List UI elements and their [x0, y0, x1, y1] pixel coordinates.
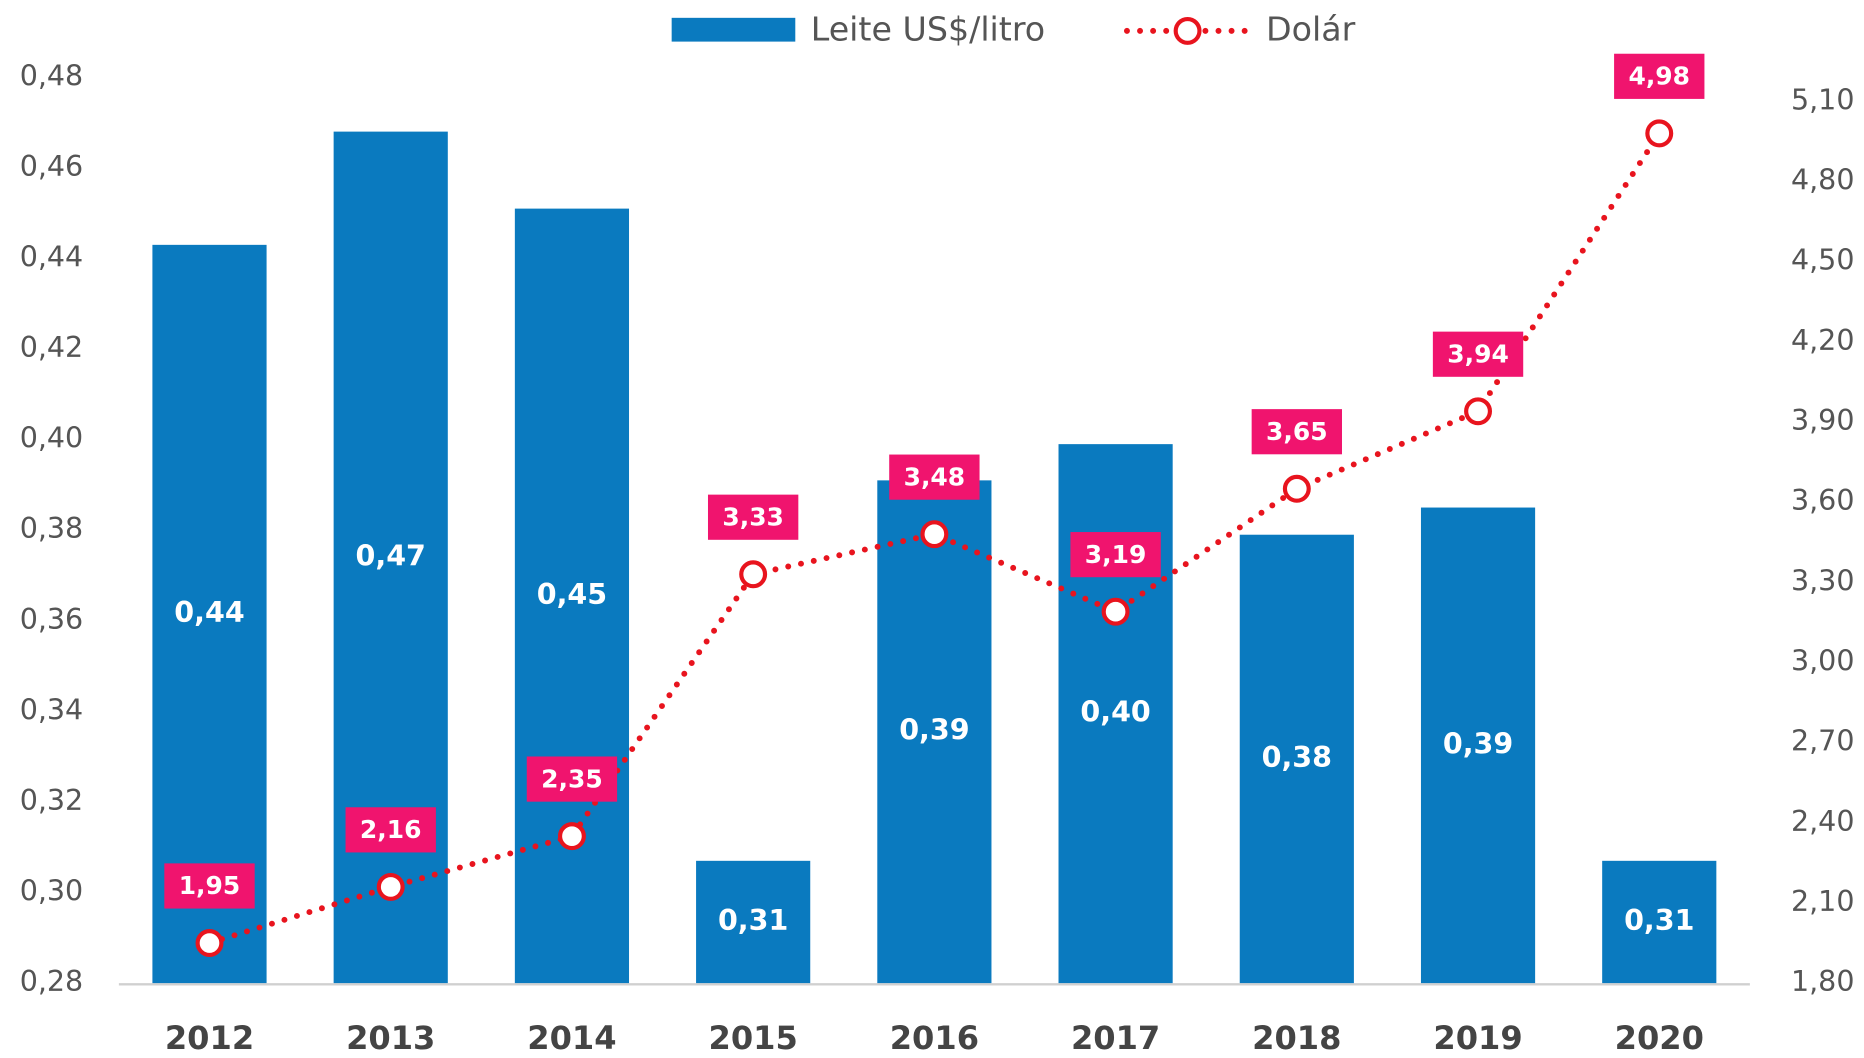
- data-label: 3,33: [722, 502, 784, 531]
- x-tick-label: 2017: [1071, 1019, 1160, 1057]
- y-tick-label: 0,46: [20, 150, 84, 183]
- x-tick-label: 2012: [165, 1019, 254, 1057]
- x-tick-label: 2014: [527, 1019, 616, 1057]
- y2-tick-label: 1,80: [1791, 965, 1855, 998]
- y-tick-label: 0,32: [20, 784, 84, 817]
- data-label-box: [345, 807, 436, 853]
- data-label: 2,16: [360, 815, 422, 844]
- data-label: 3,19: [1085, 540, 1147, 569]
- line-marker: [920, 520, 949, 549]
- x-tick-label: 2019: [1433, 1019, 1522, 1057]
- data-label-box: [1070, 532, 1161, 578]
- line-marker: [1282, 474, 1311, 503]
- bar: [1239, 534, 1354, 984]
- line-marker: [376, 872, 405, 901]
- y-tick-label: 0,30: [20, 875, 84, 908]
- y-tick-label: 0,44: [20, 240, 84, 273]
- bar: [877, 480, 992, 984]
- y-tick-label: 0,40: [20, 422, 84, 455]
- legend-marker: [1173, 16, 1202, 45]
- data-label: 3,48: [904, 462, 966, 491]
- bar-value-label: 0,45: [537, 578, 607, 611]
- y2-tick-label: 3,90: [1791, 404, 1855, 437]
- x-tick-label: 2016: [890, 1019, 979, 1057]
- data-label-box: [1614, 53, 1705, 99]
- y-tick-label: 0,28: [20, 965, 84, 998]
- legend-swatch: [671, 17, 796, 42]
- data-label-box: [526, 756, 618, 802]
- bar-value-label: 0,44: [174, 596, 244, 629]
- y2-tick-label: 2,40: [1791, 805, 1855, 838]
- bar: [696, 860, 811, 984]
- bar: [152, 244, 267, 984]
- y-tick-label: 0,48: [20, 59, 84, 92]
- data-label-box: [889, 454, 980, 500]
- data-label-box: [164, 863, 255, 909]
- bar-value-label: 0,39: [1443, 727, 1513, 760]
- y2-tick-label: 3,00: [1791, 644, 1855, 677]
- data-label: 4,98: [1628, 62, 1690, 91]
- y2-tick-label: 5,10: [1791, 83, 1855, 116]
- y2-tick-label: 2,70: [1791, 725, 1855, 758]
- data-label: 3,65: [1266, 417, 1328, 446]
- bar-value-label: 0,31: [1624, 904, 1694, 937]
- y-tick-label: 0,42: [20, 331, 84, 364]
- y2-tick-label: 3,30: [1791, 564, 1855, 597]
- y2-tick-label: 4,80: [1791, 163, 1855, 196]
- y-tick-label: 0,38: [20, 512, 84, 545]
- bar: [1602, 860, 1717, 984]
- bar-value-label: 0,47: [356, 539, 426, 572]
- x-tick-label: 2020: [1615, 1019, 1704, 1057]
- line-marker: [1645, 119, 1674, 148]
- bar: [1420, 507, 1536, 984]
- line-marker: [739, 560, 768, 589]
- y-tick-label: 0,36: [20, 603, 84, 636]
- legend-label: Dolár: [1266, 9, 1356, 48]
- line-marker: [195, 929, 224, 957]
- data-label: 2,35: [541, 764, 603, 793]
- data-label: 3,94: [1447, 339, 1509, 368]
- bar-value-label: 0,38: [1262, 741, 1332, 774]
- x-tick-label: 2013: [346, 1019, 435, 1057]
- bar: [514, 208, 630, 984]
- y2-tick-label: 2,10: [1791, 885, 1855, 918]
- y2-tick-label: 3,60: [1791, 484, 1855, 517]
- line-marker: [557, 822, 586, 851]
- y2-tick-label: 4,20: [1791, 324, 1855, 357]
- line-marker: [1464, 397, 1493, 426]
- x-tick-label: 2018: [1252, 1019, 1341, 1057]
- data-label-box: [707, 494, 799, 540]
- y-tick-label: 0,34: [20, 693, 84, 726]
- legend-label: Leite US$/litro: [811, 9, 1045, 48]
- data-label-box: [1432, 331, 1524, 377]
- y2-tick-label: 4,50: [1791, 244, 1855, 277]
- bar-value-label: 0,31: [718, 904, 788, 937]
- line-marker: [1101, 597, 1130, 626]
- bar-value-label: 0,40: [1080, 696, 1150, 729]
- bar-value-label: 0,39: [899, 714, 969, 747]
- data-label-box: [1251, 409, 1342, 455]
- data-label: 1,95: [179, 871, 241, 900]
- x-tick-label: 2015: [709, 1019, 798, 1057]
